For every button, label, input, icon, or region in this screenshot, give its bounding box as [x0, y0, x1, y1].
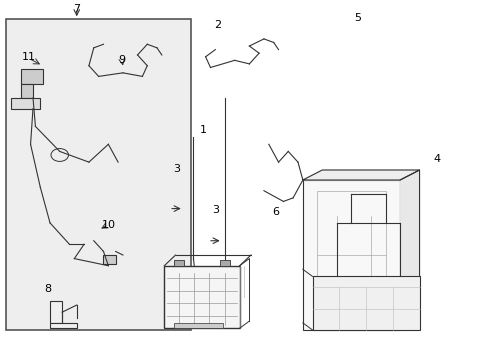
Text: 2: 2: [214, 19, 221, 30]
Bar: [21, 84, 33, 98]
Polygon shape: [302, 170, 419, 180]
Text: 5: 5: [353, 13, 360, 23]
Bar: [302, 180, 399, 330]
Bar: [103, 255, 116, 264]
Text: 3: 3: [173, 164, 180, 174]
Polygon shape: [399, 170, 419, 330]
Bar: [317, 191, 385, 319]
Bar: [312, 276, 419, 330]
Text: 3: 3: [211, 205, 218, 215]
Text: 7: 7: [73, 4, 80, 14]
Text: 8: 8: [44, 284, 51, 294]
Text: 4: 4: [432, 154, 439, 163]
Text: 11: 11: [22, 52, 36, 62]
Bar: [50, 323, 77, 328]
Bar: [11, 98, 40, 109]
Text: 6: 6: [272, 207, 279, 217]
Text: 10: 10: [101, 220, 115, 230]
Bar: [50, 301, 62, 323]
Text: 1: 1: [199, 125, 206, 135]
FancyBboxPatch shape: [6, 19, 191, 330]
Bar: [220, 260, 229, 266]
Bar: [164, 266, 239, 328]
Bar: [21, 69, 42, 84]
Text: 9: 9: [118, 55, 125, 65]
Bar: [174, 323, 222, 328]
Bar: [317, 287, 414, 330]
Bar: [174, 260, 183, 266]
